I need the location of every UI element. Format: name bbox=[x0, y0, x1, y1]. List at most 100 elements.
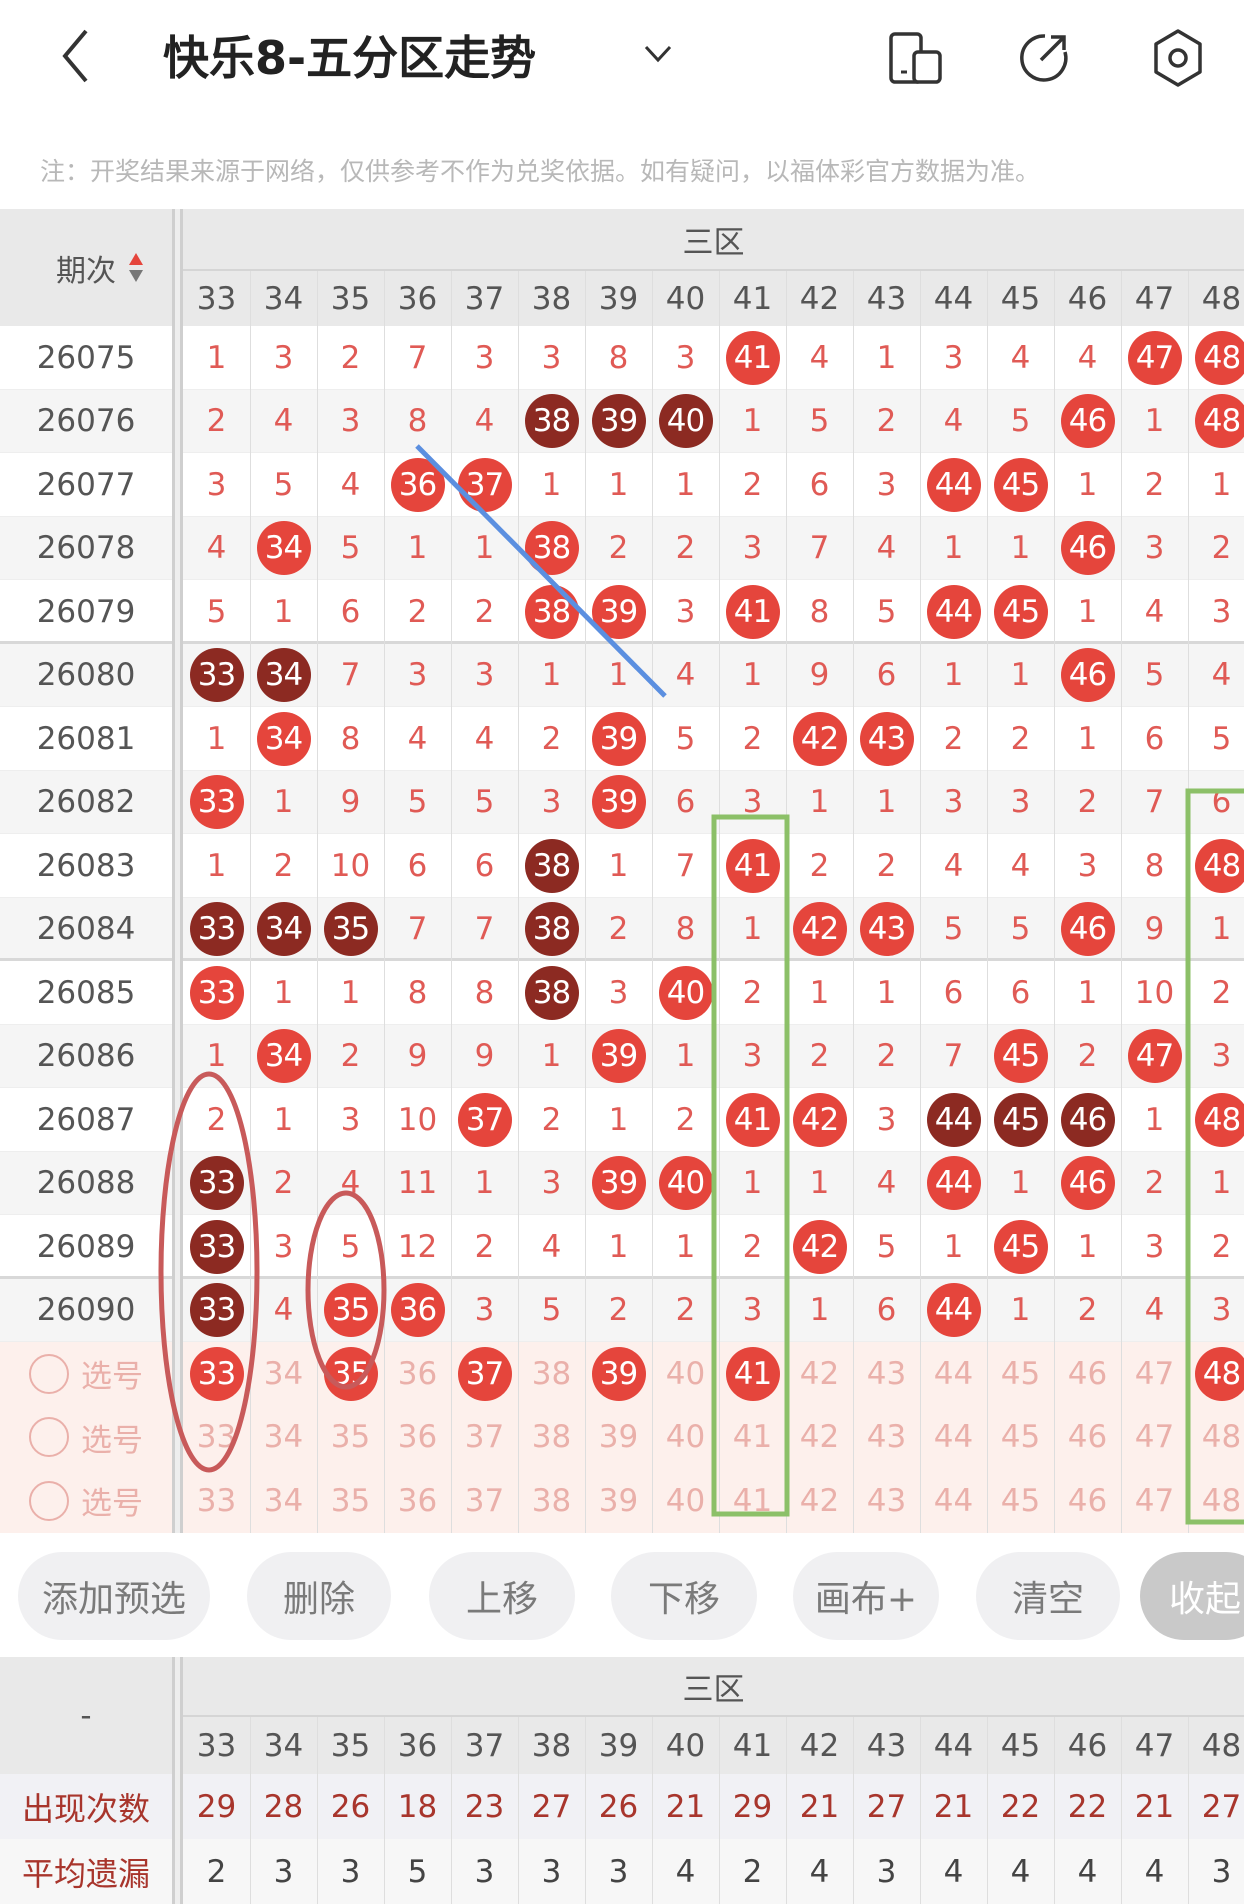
number-picker[interactable]: 39 bbox=[585, 1342, 652, 1406]
number-picker[interactable]: 48 bbox=[1201, 1419, 1242, 1456]
page-title[interactable]: 快乐8-五分区走势 bbox=[163, 31, 537, 85]
number-picker[interactable]: 45 bbox=[1000, 1419, 1041, 1456]
number-picker[interactable]: 45 bbox=[1000, 1482, 1041, 1519]
phone-layout-icon[interactable] bbox=[888, 32, 944, 86]
number-picker[interactable]: 36 bbox=[397, 1419, 438, 1456]
move-up-button[interactable]: 上移 bbox=[429, 1552, 575, 1640]
number-picker[interactable]: 46 bbox=[1067, 1419, 1108, 1456]
number-picker[interactable]: 41 bbox=[719, 1342, 786, 1406]
number-picker[interactable]: 47 bbox=[1134, 1419, 1175, 1456]
selected-ball[interactable]: 39 bbox=[591, 1346, 646, 1401]
number-picker[interactable]: 48 bbox=[1201, 1482, 1242, 1519]
miss-count: 8 bbox=[1144, 847, 1165, 884]
number-picker[interactable]: 37 bbox=[464, 1419, 505, 1456]
selected-ball[interactable]: 33 bbox=[189, 1346, 244, 1401]
miss-count: 4 bbox=[876, 1165, 897, 1202]
number-picker[interactable]: 46 bbox=[1067, 1482, 1108, 1519]
radio-button[interactable] bbox=[29, 1353, 69, 1394]
radio-button[interactable] bbox=[29, 1417, 69, 1458]
number-picker[interactable]: 43 bbox=[866, 1482, 907, 1519]
miss-count: 5 bbox=[675, 720, 696, 757]
number-picker[interactable]: 43 bbox=[866, 1355, 907, 1392]
number-picker[interactable]: 47 bbox=[1134, 1482, 1175, 1519]
settings-icon[interactable] bbox=[1150, 28, 1206, 88]
number-picker[interactable]: 38 bbox=[531, 1355, 572, 1392]
hit-ball: 46 bbox=[1060, 394, 1115, 449]
selected-ball[interactable]: 37 bbox=[457, 1346, 512, 1401]
column-divider bbox=[451, 271, 452, 1533]
miss-count: 10 bbox=[397, 1101, 438, 1138]
stats-value: 28 bbox=[263, 1788, 304, 1825]
add-preselect-button[interactable]: 添加预选 bbox=[18, 1552, 210, 1640]
number-ball: 44 bbox=[920, 580, 987, 644]
number-picker[interactable]: 45 bbox=[1000, 1355, 1041, 1392]
number-picker[interactable]: 43 bbox=[866, 1419, 907, 1456]
share-icon[interactable] bbox=[1015, 30, 1071, 86]
miss-count: 3 bbox=[273, 1228, 294, 1265]
number-picker[interactable]: 37 bbox=[464, 1482, 505, 1519]
number-ball: 44 bbox=[920, 453, 987, 517]
number-ball: 39 bbox=[585, 707, 652, 771]
number-picker[interactable]: 47 bbox=[1134, 1355, 1175, 1392]
number-picker[interactable]: 42 bbox=[799, 1355, 840, 1392]
number-picker[interactable]: 41 bbox=[732, 1482, 773, 1519]
period-header[interactable]: 期次 bbox=[56, 253, 116, 289]
collapse-button[interactable]: 收起 bbox=[1140, 1552, 1244, 1640]
number-picker[interactable]: 38 bbox=[531, 1482, 572, 1519]
column-divider bbox=[719, 271, 720, 1533]
number-picker[interactable]: 35 bbox=[330, 1419, 371, 1456]
number-picker[interactable]: 35 bbox=[330, 1482, 371, 1519]
number-picker[interactable]: 36 bbox=[397, 1482, 438, 1519]
chevron-down-icon[interactable] bbox=[643, 44, 673, 64]
number-picker[interactable]: 40 bbox=[665, 1482, 706, 1519]
stats-value: 21 bbox=[1134, 1788, 1175, 1825]
number-picker[interactable]: 44 bbox=[933, 1482, 974, 1519]
number-ball: 41 bbox=[719, 580, 786, 644]
number-picker[interactable]: 46 bbox=[1067, 1355, 1108, 1392]
number-picker[interactable]: 37 bbox=[451, 1342, 518, 1406]
move-down-button[interactable]: 下移 bbox=[611, 1552, 757, 1640]
number-ball: 33 bbox=[183, 961, 250, 1025]
select-row-toggle[interactable]: 选号 bbox=[0, 1469, 172, 1533]
number-picker[interactable]: 39 bbox=[598, 1482, 639, 1519]
number-picker[interactable]: 41 bbox=[732, 1419, 773, 1456]
miss-count: 6 bbox=[1144, 720, 1165, 757]
clear-button[interactable]: 清空 bbox=[976, 1552, 1120, 1640]
miss-count: 1 bbox=[1144, 1101, 1165, 1138]
number-picker[interactable]: 38 bbox=[531, 1419, 572, 1456]
number-picker[interactable]: 42 bbox=[799, 1419, 840, 1456]
hit-ball: 41 bbox=[725, 330, 780, 385]
sort-icon[interactable] bbox=[128, 252, 144, 284]
number-ball: 45 bbox=[987, 1025, 1054, 1089]
select-row-toggle[interactable]: 选号 bbox=[0, 1406, 172, 1470]
consecutive-ball: 33 bbox=[189, 1156, 244, 1211]
number-picker[interactable]: 48 bbox=[1188, 1342, 1244, 1406]
canvas-plus-button[interactable]: 画布+ bbox=[793, 1552, 939, 1640]
number-picker[interactable]: 42 bbox=[799, 1482, 840, 1519]
number-picker[interactable]: 36 bbox=[397, 1355, 438, 1392]
miss-count: 6 bbox=[809, 466, 830, 503]
number-picker[interactable]: 34 bbox=[263, 1482, 304, 1519]
number-picker[interactable]: 33 bbox=[196, 1419, 237, 1456]
delete-button[interactable]: 删除 bbox=[247, 1552, 391, 1640]
number-picker[interactable]: 44 bbox=[933, 1419, 974, 1456]
stats-label: 出现次数 bbox=[21, 1789, 150, 1828]
selected-ball[interactable]: 48 bbox=[1194, 1346, 1244, 1401]
number-picker[interactable]: 33 bbox=[183, 1342, 250, 1406]
selected-ball[interactable]: 35 bbox=[323, 1346, 378, 1401]
number-picker[interactable]: 35 bbox=[317, 1342, 384, 1406]
chevron-left-icon[interactable] bbox=[60, 28, 90, 84]
radio-button[interactable] bbox=[29, 1480, 69, 1521]
number-picker[interactable]: 34 bbox=[263, 1355, 304, 1392]
number-picker[interactable]: 44 bbox=[933, 1355, 974, 1392]
number-picker[interactable]: 40 bbox=[665, 1355, 706, 1392]
miss-count: 1 bbox=[1211, 466, 1232, 503]
number-picker[interactable]: 39 bbox=[598, 1419, 639, 1456]
select-row-toggle[interactable]: 选号 bbox=[0, 1342, 172, 1406]
selected-ball[interactable]: 41 bbox=[725, 1346, 780, 1401]
number-picker[interactable]: 34 bbox=[263, 1419, 304, 1456]
number-picker[interactable]: 40 bbox=[665, 1419, 706, 1456]
miss-count: 4 bbox=[943, 847, 964, 884]
number-picker[interactable]: 33 bbox=[196, 1482, 237, 1519]
miss-count: 2 bbox=[742, 466, 763, 503]
